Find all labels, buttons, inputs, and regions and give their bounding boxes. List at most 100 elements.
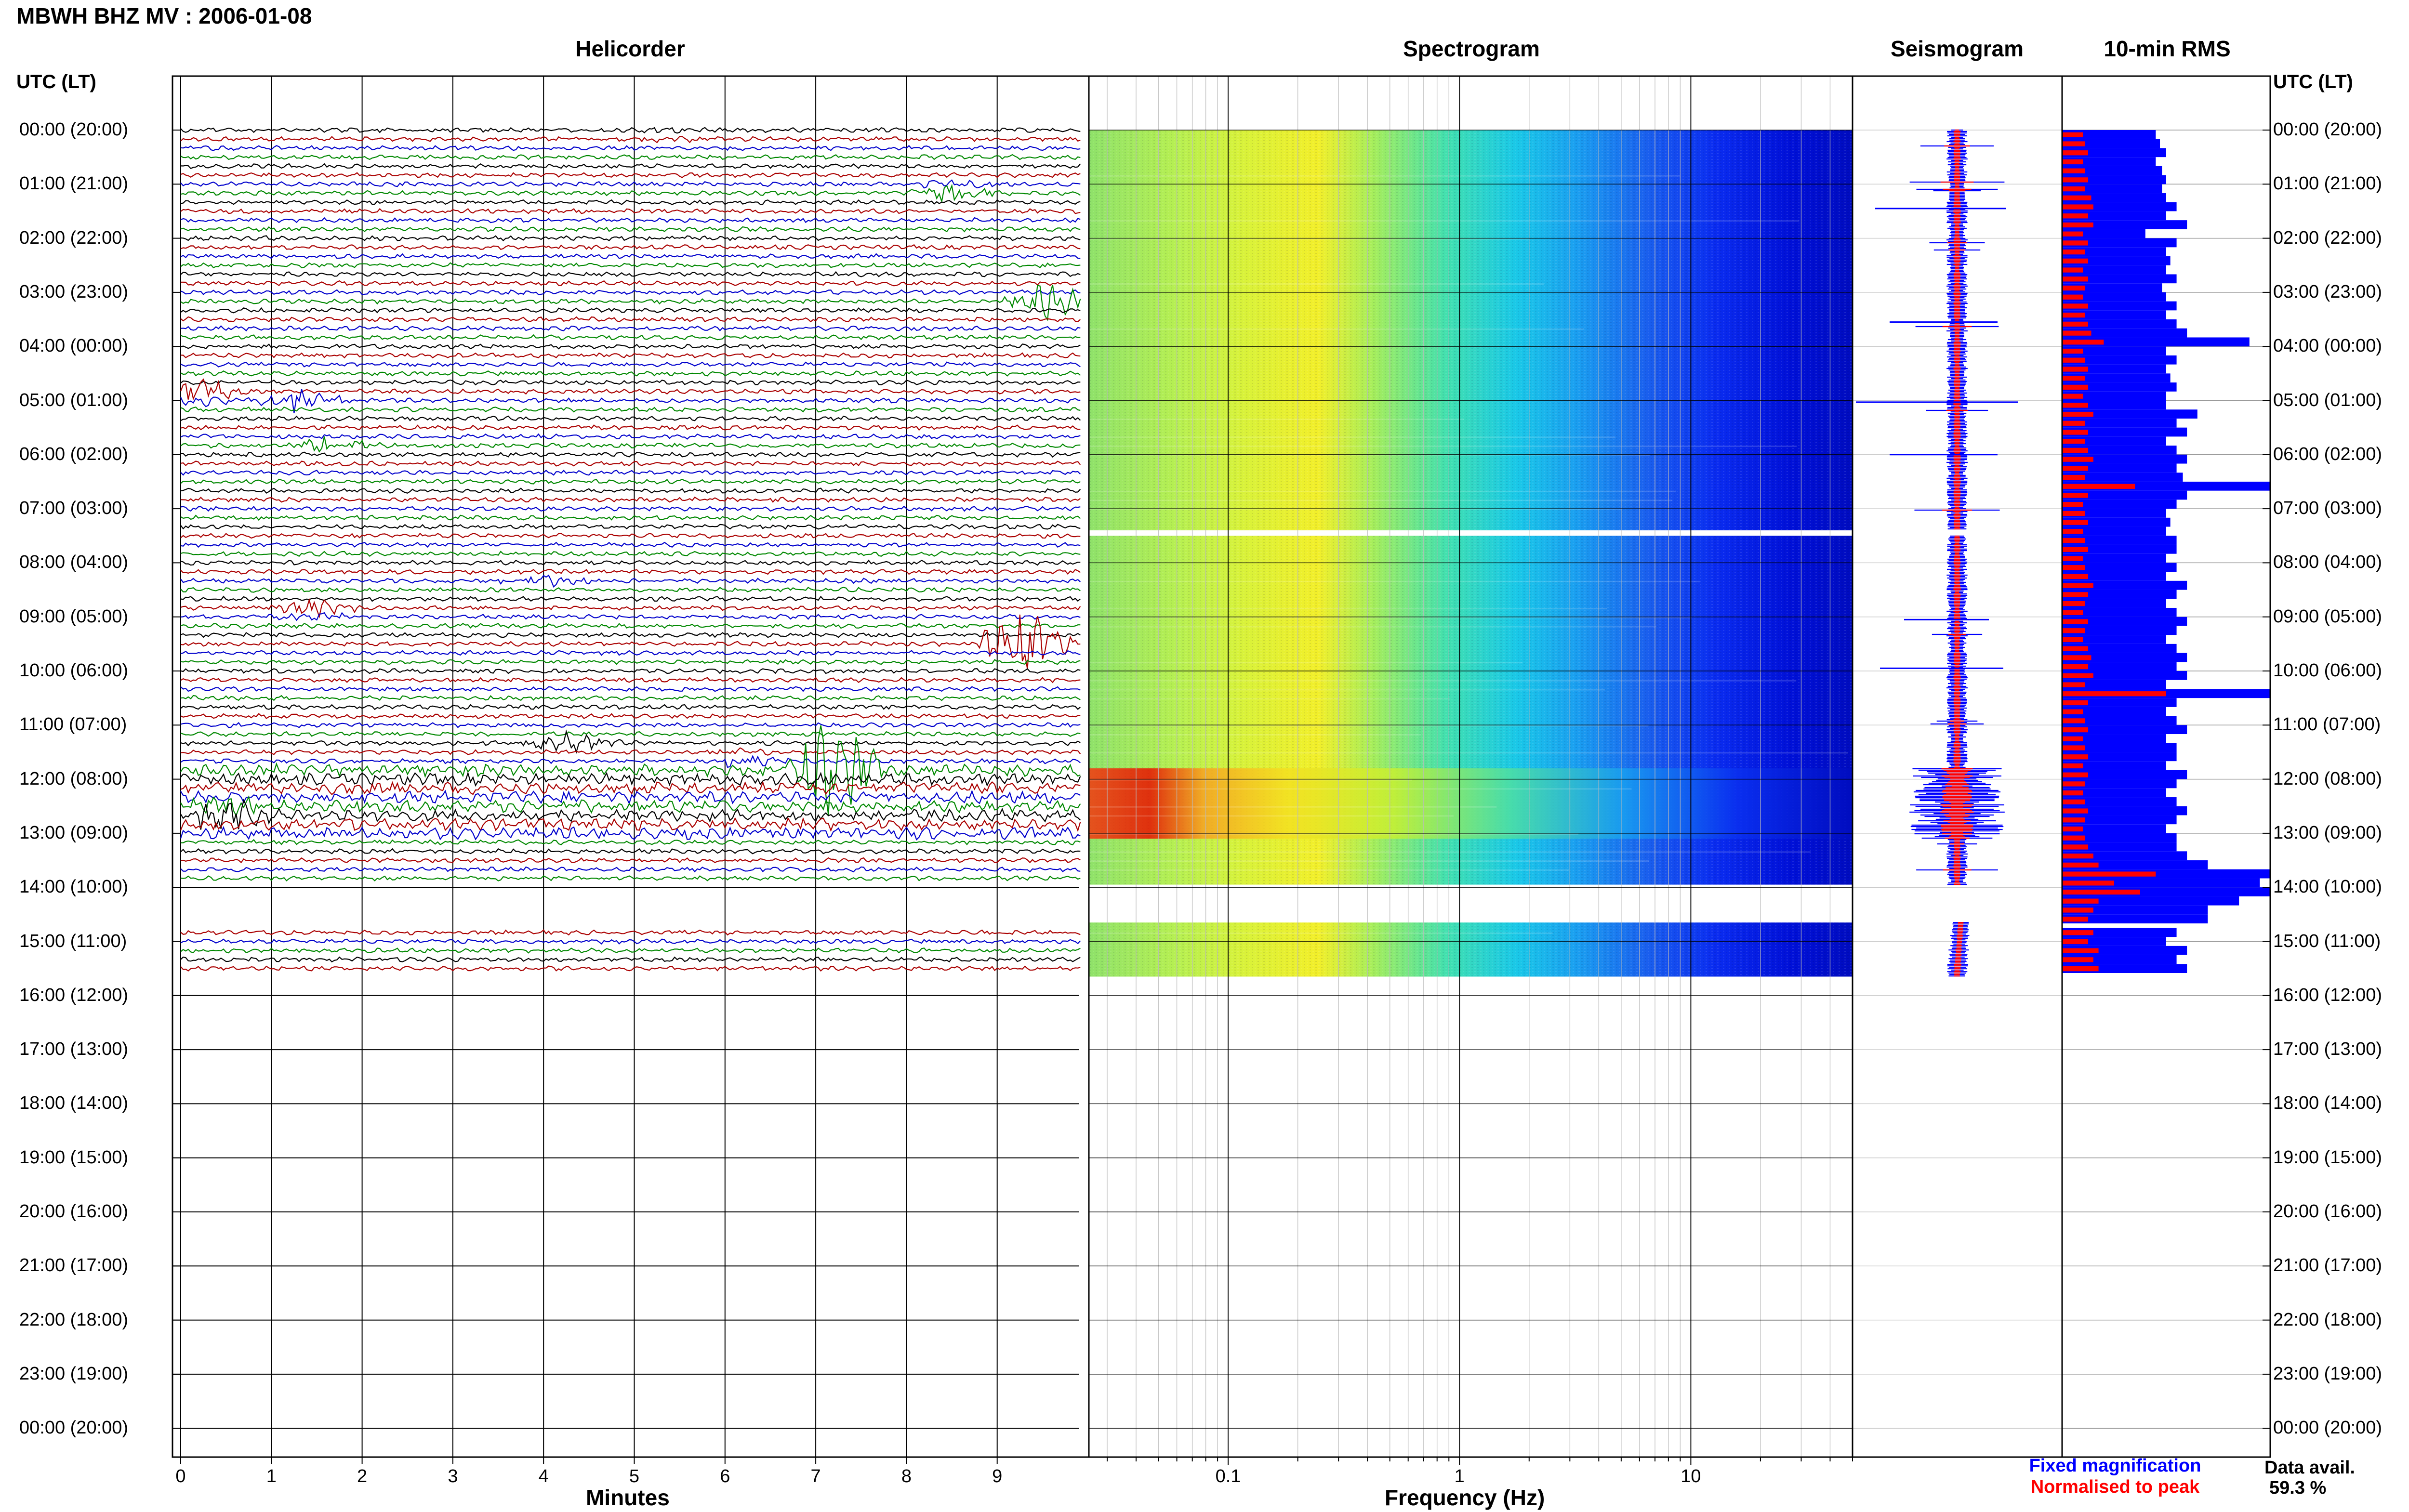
- rms-bar-normalised: [2062, 421, 2085, 426]
- helicorder-trace: [180, 713, 1081, 719]
- helicorder-trace: [180, 795, 1081, 817]
- rms-bar-fixed: [2062, 238, 2177, 248]
- rms-bar-normalised: [2062, 930, 2093, 935]
- rms-bar-fixed: [2062, 806, 2187, 815]
- rms-bar-normalised: [2062, 502, 2083, 507]
- time-label-right: 07:00 (03:00): [2273, 498, 2383, 519]
- time-label-left: 01:00 (21:00): [19, 173, 129, 194]
- helicorder-trace: [180, 487, 1081, 494]
- rms-bar-normalised: [2062, 881, 2114, 886]
- rms-bar-normalised: [2062, 321, 2088, 327]
- rms-bar-normalised: [2062, 493, 2088, 498]
- helicorder-trace: [180, 217, 1081, 224]
- minutes-tick-label: 3: [448, 1466, 458, 1486]
- data-avail-value: 59.3 %: [2269, 1478, 2327, 1498]
- helicorder-trace: [180, 731, 1081, 737]
- spectrogram-streak: [1089, 328, 1584, 330]
- spectrogram-streak: [1089, 490, 1676, 492]
- spectrogram-streak: [1089, 617, 1692, 618]
- time-label-left: 22:00 (18:00): [19, 1309, 129, 1330]
- rms-bar-normalised: [2062, 871, 2156, 877]
- rms-bar-normalised: [2062, 556, 2083, 561]
- rms-bar-normalised: [2062, 917, 2088, 922]
- rms-bar-fixed: [2062, 824, 2166, 833]
- rms-bar-normalised: [2062, 583, 2093, 588]
- rms-bar-fixed: [2062, 563, 2177, 572]
- spectrogram-streak: [1089, 851, 1811, 853]
- rms-bar-normalised: [2062, 673, 2093, 678]
- seismogram-normalised-trace: [1940, 129, 1974, 885]
- time-label-left: 06:00 (02:00): [19, 444, 129, 464]
- rms-bar-fixed: [2062, 617, 2187, 626]
- spectrogram-streak: [1089, 725, 1648, 727]
- helicorder-trace: [180, 587, 1081, 593]
- time-label-left: 04:00 (00:00): [19, 336, 129, 356]
- time-label-left: 10:00 (06:00): [19, 660, 129, 681]
- spectrogram-streak: [1089, 418, 1464, 420]
- helicorder-trace: [180, 875, 1081, 881]
- spectrogram-high-energy: [1089, 768, 1853, 839]
- time-label-right: 17:00 (13:00): [2273, 1039, 2383, 1060]
- axes-and-ticks: 0 1 2 3 4 5 6 7 8 9 0.1 1 10: [172, 75, 2271, 1486]
- helicorder-trace: [180, 433, 1081, 440]
- data-avail-label: Data avail.: [2264, 1458, 2355, 1478]
- spectrogram-streak: [1089, 500, 1673, 501]
- helicorder-trace: [180, 199, 1081, 206]
- rms-bar-normalised: [2062, 222, 2093, 228]
- spectrogram-xlabel: Frequency (Hz): [1385, 1485, 1545, 1510]
- rms-bar-normalised: [2062, 619, 2088, 624]
- rms-bar-fixed: [2062, 743, 2177, 752]
- rms-bar-normalised: [2062, 854, 2093, 859]
- rms-bar-fixed: [2062, 553, 2166, 563]
- rms-bar-fixed: [2062, 319, 2177, 329]
- spectrogram-streak: [1089, 698, 1451, 700]
- rms-bar-normalised: [2062, 664, 2088, 670]
- spectrogram-streak: [1089, 680, 1797, 682]
- rms-bar-fixed: [2062, 301, 2177, 311]
- helicorder-trace: [180, 424, 1081, 431]
- spectrogram-streak: [1089, 509, 1623, 511]
- time-label-right: 00:00 (20:00): [2273, 1418, 2383, 1438]
- rms-bar-fixed: [2062, 698, 2177, 707]
- rms-bar-normalised: [2062, 330, 2091, 336]
- rms-bar-fixed: [2062, 716, 2177, 725]
- helicorder-title: Helicorder: [575, 36, 685, 61]
- rms-bar-fixed: [2062, 256, 2171, 265]
- helicorder-trace: [181, 280, 1081, 287]
- helicorder-trace: [180, 415, 1081, 422]
- helicorder-trace: [180, 451, 1081, 458]
- rms-bar-normalised: [2062, 294, 2083, 300]
- rms-bar-normalised: [2062, 411, 2093, 417]
- helicorder-trace: [180, 496, 1081, 503]
- time-label-right: 13:00 (09:00): [2273, 822, 2383, 843]
- helicorder-trace: [180, 695, 1081, 701]
- helicorder-trace: [180, 514, 1081, 521]
- time-label-right: 11:00 (07:00): [2273, 714, 2381, 735]
- helicorder-trace: [180, 532, 1081, 539]
- helicorder-trace: [180, 848, 1081, 855]
- rms-bar-normalised: [2062, 403, 2088, 408]
- rms-bar-normalised: [2062, 141, 2085, 146]
- rms-bar-normalised: [2062, 457, 2093, 462]
- rms-bar-fixed: [2062, 274, 2177, 284]
- helicorder-trace: [180, 598, 1081, 619]
- helicorder-trace: [180, 470, 1081, 476]
- helicorder-trace: [180, 208, 1081, 214]
- time-label-right: 14:00 (10:00): [2273, 877, 2383, 897]
- rms-bar-fixed: [2062, 373, 2171, 383]
- spectrogram-streak: [1089, 454, 1650, 456]
- rms-bar-fixed: [2062, 473, 2183, 482]
- rms-bar-normalised: [2062, 484, 2135, 489]
- helicorder-trace: [180, 285, 1081, 321]
- time-label-right: 22:00 (18:00): [2273, 1309, 2383, 1330]
- rms-bar-fixed: [2062, 896, 2239, 906]
- rms-bar-normalised: [2062, 150, 2088, 156]
- rms-bar-normalised: [2062, 646, 2088, 651]
- rms-bar-fixed: [2062, 463, 2177, 473]
- helicorder-trace: [180, 781, 1081, 795]
- helicorder-panel: [172, 76, 1081, 1457]
- rms-bar-fixed: [2062, 418, 2177, 428]
- time-label-right: 09:00 (05:00): [2273, 606, 2383, 627]
- rms-bar-fixed: [2062, 788, 2166, 798]
- helicorder-trace: [180, 289, 1081, 295]
